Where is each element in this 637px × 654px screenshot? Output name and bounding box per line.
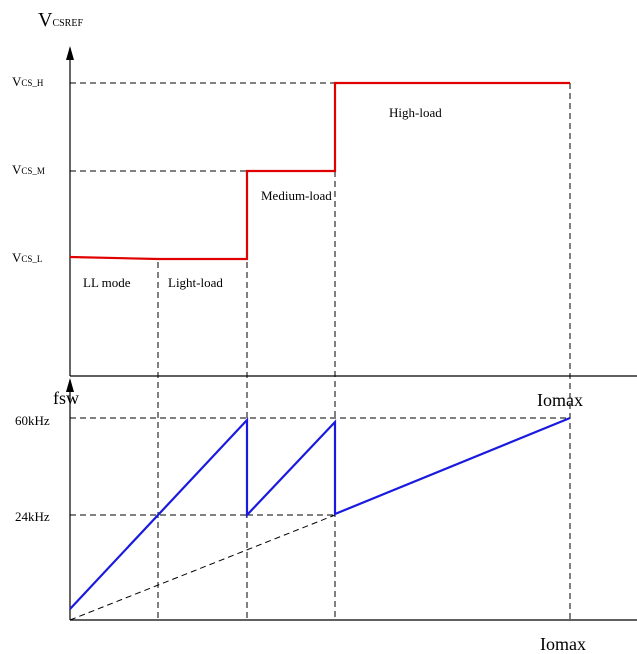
freq-tick-24khz: 24kHz [15,509,50,524]
iomax-upper-label: Iomax [537,390,583,410]
top-y-axis-arrow [66,46,74,60]
level-label-medium-sub: CS_M [21,166,45,176]
level-label-low-main: V [12,250,22,265]
iomax-axis-label: Iomax [540,634,586,654]
region-label-light-load: Light-load [168,275,223,290]
fsw-axis-label: fsw [53,388,79,408]
svg-text:VCS_L: VCS_L [12,250,42,265]
level-label-medium-main: V [12,162,22,177]
bottom-y-axis-arrow [66,378,74,392]
region-label-high-load: High-load [389,105,442,120]
fsw-sawtooth-line [69,416,571,610]
y-axis-title-sub: CSREF [52,18,83,29]
svg-text:VCS_H: VCS_H [12,74,44,89]
region-label-medium-load: Medium-load [261,188,332,203]
reference-diagonal [69,514,336,621]
svg-text:VCS_M: VCS_M [12,162,45,177]
freq-tick-60khz: 60kHz [15,413,50,428]
y-axis-title-main: V [38,9,53,31]
level-label-high-sub: CS_H [21,78,44,88]
svg-text:VCSREF: VCSREF [38,9,83,31]
level-label-high-main: V [12,74,22,89]
region-label-ll-mode: LL mode [83,275,131,290]
vcsref-staircase-line [69,81,570,261]
level-label-low-sub: CS_L [21,254,42,264]
